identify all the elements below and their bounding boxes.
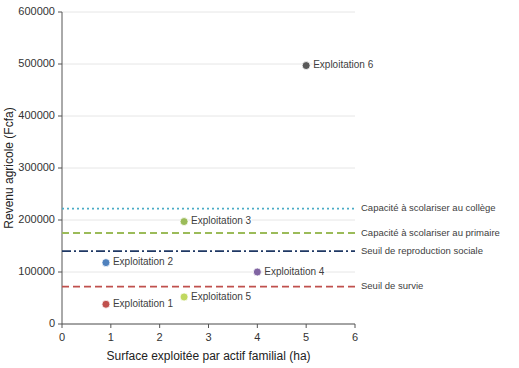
x-tick-label: 0 <box>59 331 65 343</box>
y-tick <box>58 64 62 65</box>
x-tick-label: 1 <box>108 331 114 343</box>
point <box>253 268 261 276</box>
x-tick-label: 3 <box>205 331 211 343</box>
plot-area <box>62 62 355 309</box>
x-tick <box>110 324 111 328</box>
grid-line <box>62 116 355 117</box>
grid <box>62 12 355 324</box>
y-tick <box>58 324 62 325</box>
x-tick-label: 6 <box>352 331 358 343</box>
y-tick-label: 100000 <box>18 265 55 277</box>
y-tick <box>58 168 62 169</box>
threshold-label: Capacité à scolariser au primaire <box>361 227 500 238</box>
threshold-line <box>62 208 355 210</box>
threshold-line <box>62 250 355 252</box>
x-tick <box>62 324 63 328</box>
x-tick <box>159 324 160 328</box>
y-tick <box>58 272 62 273</box>
axes: 0 100000 200000 300000 400000 500000 600000 0 1 2… <box>18 5 358 343</box>
point <box>102 300 110 308</box>
grid-line <box>62 12 355 13</box>
y-tick-label: 600000 <box>18 5 55 17</box>
x-tick <box>208 324 209 328</box>
point-label: Exploitation 2 <box>113 256 173 267</box>
y-tick <box>58 220 62 221</box>
point <box>102 259 110 267</box>
y-tick <box>58 116 62 117</box>
point-label: Exploitation 6 <box>313 59 373 70</box>
threshold-line <box>62 232 355 234</box>
threshold-lines <box>62 209 355 287</box>
x-tick-label: 5 <box>303 331 309 343</box>
point-label: Exploitation 5 <box>191 291 251 302</box>
chart-svg: 0 100000 200000 300000 400000 500000 600000 0 1 2… <box>0 0 519 368</box>
y-tick-label: 300000 <box>18 161 55 173</box>
y-tick-label: 500000 <box>18 57 55 69</box>
x-tick <box>306 324 307 328</box>
y-tick-label: 0 <box>49 317 55 329</box>
x-axis-label: Surface exploitée par actif familial (ha… <box>106 349 310 363</box>
x-tick-label: 4 <box>254 331 260 343</box>
point-label: Exploitation 3 <box>191 215 251 226</box>
y-tick-label: 200000 <box>18 213 55 225</box>
threshold-label: Capacité à scolariser au collège <box>361 202 496 213</box>
x-tick <box>355 324 356 328</box>
threshold-label: Seuil de reproduction sociale <box>361 245 483 256</box>
y-tick <box>58 12 62 13</box>
grid-line <box>62 168 355 169</box>
x-tick <box>257 324 258 328</box>
point-label: Exploitation 4 <box>264 266 324 277</box>
chart-container: 0 100000 200000 300000 400000 500000 600000 0 1 2… <box>0 0 519 368</box>
x-tick-label: 2 <box>157 331 163 343</box>
y-tick-label: 400000 <box>18 109 55 121</box>
point <box>180 218 188 226</box>
y-axis-label: Revenu agricole (Fcfa) <box>2 107 16 228</box>
threshold-label: Seuil de survie <box>361 280 423 291</box>
point <box>180 293 188 301</box>
point-label: Exploitation 1 <box>113 298 173 309</box>
threshold-line <box>62 286 355 288</box>
point <box>302 62 310 70</box>
labels: Exploitation 1 Exploitation 2 Exploitation… <box>113 59 500 309</box>
grid-line <box>62 64 355 65</box>
